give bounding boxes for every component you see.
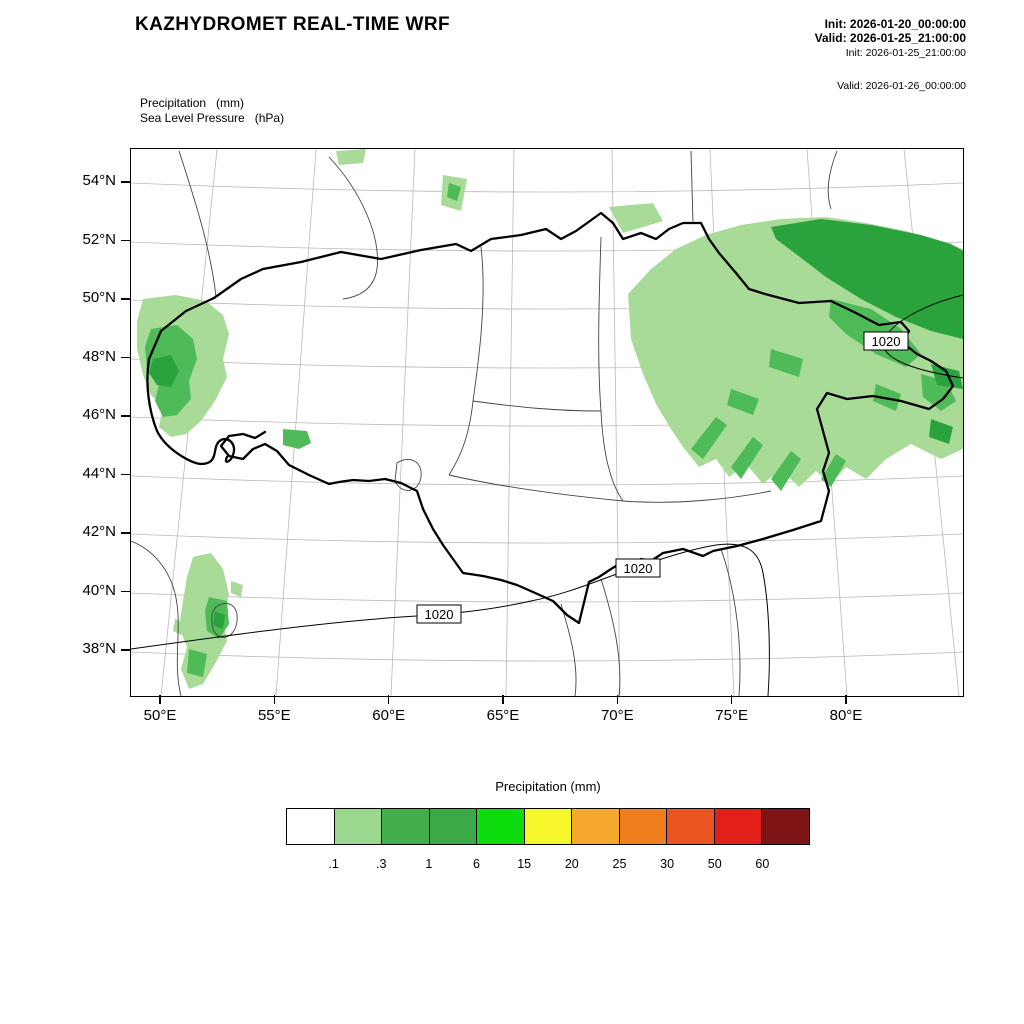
legend-title: Precipitation (mm) (495, 779, 601, 794)
x-axis-tick (388, 695, 390, 704)
y-axis-label: 42°N (82, 523, 116, 540)
y-axis-tick (121, 649, 130, 651)
legend-color-cell (428, 808, 478, 845)
y-axis-tick (121, 356, 130, 359)
pressure-contour-label: 1020 (863, 331, 909, 351)
x-axis-label: 70°E (600, 707, 634, 724)
legend-tick-label: 30 (660, 857, 675, 871)
pressure-contour-label: 1020 (615, 558, 661, 578)
legend-tick-label: 25 (612, 857, 627, 871)
y-axis-label: 46°N (82, 406, 116, 423)
y-axis-label: 48°N (82, 347, 116, 365)
legend-tick-label: 60 (755, 857, 770, 871)
y-axis-label: 40°N (82, 581, 116, 599)
legend-tick-label: 1 (425, 857, 433, 871)
legend-tick-label: 20 (564, 857, 579, 871)
map-canvas: 1020 1020 1020 (130, 148, 964, 697)
valid-time-primary: Valid: 2026-01-25_21:00:00 (814, 31, 966, 45)
pressure-label-text: 1020 (872, 334, 901, 349)
x-axis-label: 60°E (372, 707, 405, 724)
legend-color-cell (476, 808, 525, 845)
x-axis-label: 50°E (143, 707, 177, 724)
x-axis-label: 65°E (486, 707, 520, 724)
y-axis-tick (121, 473, 130, 476)
y-axis-tick (121, 298, 130, 300)
x-axis-label: 80°E (829, 707, 863, 724)
legend-color-cell (571, 808, 620, 845)
x-axis-tick (159, 695, 161, 704)
legend-tick-label: .3 (376, 857, 387, 871)
x-axis-tick (502, 695, 504, 704)
legend-tick-label: 15 (517, 857, 532, 871)
map-frame: 1020 1020 1020 (130, 148, 964, 697)
x-axis-tick (731, 695, 733, 704)
valid-time-secondary: Valid: 2026-01-26_00:00:00 (837, 80, 966, 92)
pressure-label-text: 1020 (624, 561, 653, 576)
init-time-secondary: Init: 2026-01-25_21:00:00 (845, 47, 966, 59)
legend-tick-label: 6 (473, 857, 480, 871)
kazakhstan-border (146, 211, 955, 625)
page-title: KAZHYDROMET REAL-TIME WRF (135, 14, 451, 35)
y-axis-label: 50°N (82, 289, 116, 306)
field-labels: Precipitation (mm) Sea Level Pressure (hP… (140, 96, 284, 126)
y-axis-tick (121, 181, 130, 183)
legend-color-cell (618, 808, 668, 845)
country-borders (130, 150, 838, 697)
y-axis-label: 52°N (82, 230, 116, 248)
legend-color-cell (666, 808, 715, 845)
y-axis-label: 54°N (82, 172, 116, 189)
x-axis-tick (845, 695, 847, 704)
y-axis-tick (121, 590, 130, 593)
legend-color-cell (713, 808, 763, 845)
field-label-slp: Sea Level Pressure (hPa) (140, 111, 285, 125)
precipitation-areas (137, 149, 963, 689)
y-axis-tick (121, 239, 130, 242)
legend-color-cell (381, 808, 430, 845)
y-axis-label: 44°N (82, 464, 116, 482)
legend-color-cell (523, 808, 573, 845)
y-axis-tick (121, 415, 130, 417)
x-axis-label: 55°E (257, 707, 291, 724)
legend-color-cell (333, 808, 383, 845)
y-axis-tick (121, 532, 130, 534)
legend-tick-label: .1 (328, 857, 339, 871)
legend-color-cell (761, 808, 811, 845)
field-label-precip: Precipitation (mm) (140, 96, 245, 110)
legend-tick-label: 50 (707, 857, 722, 871)
pressure-label-text: 1020 (425, 607, 454, 622)
legend-colorbar (286, 808, 811, 845)
init-time-primary: Init: 2026-01-20_00:00:00 (824, 17, 966, 31)
x-axis-tick (273, 695, 275, 704)
x-axis-tick (616, 695, 618, 704)
x-axis-label: 75°E (715, 707, 748, 724)
legend-color-cell (286, 808, 335, 845)
y-axis-label: 38°N (82, 640, 116, 657)
pressure-contour-label: 1020 (416, 604, 462, 624)
